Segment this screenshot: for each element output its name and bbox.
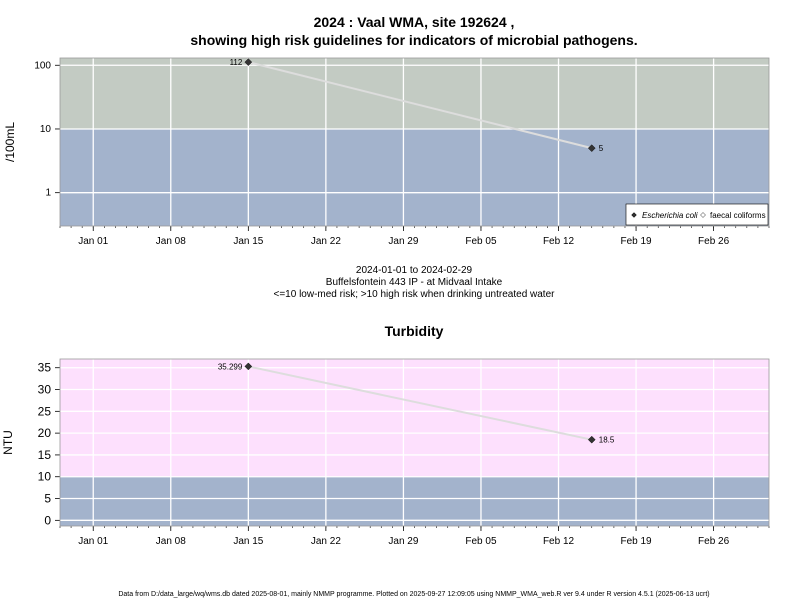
legend: Escherichia coli faecal coliforms: [625, 203, 769, 226]
y-tick-label: 35: [38, 361, 52, 375]
data-label: 5: [599, 144, 604, 153]
x-tick-label: Jan 29: [388, 536, 418, 547]
legend-label: Escherichia coli: [642, 211, 698, 220]
risk-band-1: [60, 58, 769, 129]
risk-note: <=10 low-med risk; >10 high risk when dr…: [274, 289, 556, 300]
date-range-label: 2024-01-01 to 2024-02-29: [356, 265, 473, 276]
risk-band-0: [60, 476, 769, 526]
legend-marker-filled: [631, 212, 637, 218]
data-point: [244, 362, 253, 371]
data-label: 35.299: [218, 362, 243, 371]
x-tick-label: Feb 19: [620, 536, 652, 547]
x-tick-label: Feb 19: [620, 236, 652, 247]
y-tick-label: 15: [38, 448, 52, 462]
chart1-title-line1: 2024 : Vaal WMA, site 192624 ,: [314, 14, 515, 30]
data-point: [244, 58, 253, 66]
legend-box: [625, 203, 769, 226]
y-tick-label: 0: [44, 513, 51, 527]
x-tick-label: Jan 08: [156, 236, 186, 247]
y-axis-title: NTU: [1, 430, 15, 455]
data-label: 112: [230, 58, 243, 67]
x-tick-label: Jan 29: [388, 236, 418, 247]
x-tick-label: Jan 22: [311, 536, 341, 547]
y-tick-label: 30: [38, 383, 52, 397]
footer-note: Data from D:/data_large/wq/wms.db dated …: [118, 591, 709, 598]
x-tick-label: Jan 08: [156, 536, 186, 547]
legend-marker-open: [700, 212, 706, 218]
site-label: Buffelsfontein 443 IP - at Midvaal Intak…: [326, 277, 503, 288]
x-tick-label: Jan 15: [233, 536, 263, 547]
y-tick-label: 5: [44, 492, 51, 506]
series-line: [248, 365, 592, 441]
series-line: [248, 61, 592, 150]
plot-frame: [59, 57, 770, 227]
y-tick-label: 25: [38, 404, 52, 418]
x-tick-label: Jan 01: [78, 236, 108, 247]
x-tick-label: Feb 12: [543, 536, 575, 547]
y-tick-label: 20: [38, 426, 52, 440]
legend-label: faecal coliforms: [710, 211, 766, 220]
x-tick-label: Jan 15: [233, 236, 263, 247]
chart2-title: Turbidity: [385, 323, 444, 339]
x-tick-label: Feb 05: [465, 536, 497, 547]
x-tick-label: Feb 05: [465, 236, 497, 247]
x-tick-label: Feb 26: [698, 236, 730, 247]
y-tick-label: 10: [40, 124, 52, 135]
chart1-title-line2: showing high risk guidelines for indicat…: [190, 32, 637, 48]
y-tick-label: 100: [34, 60, 51, 71]
y-tick-label: 1: [45, 188, 51, 199]
x-tick-label: Jan 22: [311, 236, 341, 247]
risk-band-1: [60, 359, 769, 477]
data-point: [587, 435, 596, 444]
data-point: [587, 144, 596, 153]
microbial-chart: Jan 01 Jan 08 Jan 15 Jan 22 Jan 29 Feb 05 Feb …: [3, 57, 770, 247]
x-tick-label: Feb 26: [698, 536, 730, 547]
y-axis-title: /100mL: [3, 122, 17, 162]
x-tick-label: Jan 01: [78, 536, 108, 547]
data-label: 18.5: [599, 436, 615, 445]
plot-frame: [59, 358, 770, 527]
turbidity-chart: Jan 01 Jan 08 Jan 15 Jan 22 Jan 29 Feb 05 Feb …: [1, 358, 770, 547]
x-tick-label: Feb 12: [543, 236, 575, 247]
y-tick-label: 10: [38, 470, 52, 484]
